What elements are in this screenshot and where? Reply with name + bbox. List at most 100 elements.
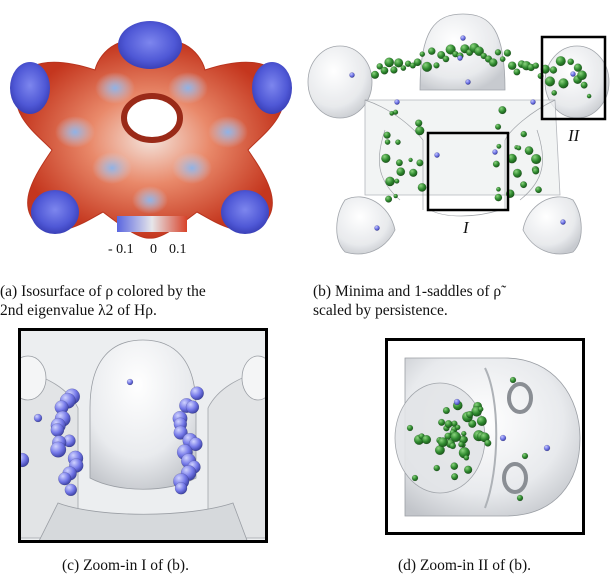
minimum-sphere	[173, 425, 188, 440]
minimum-sphere	[434, 152, 440, 158]
minimum-sphere	[349, 72, 355, 78]
saddle-sphere	[532, 167, 540, 175]
saddle-sphere	[389, 110, 395, 116]
saddle-sphere	[411, 474, 419, 482]
minimum-sphere	[460, 35, 466, 41]
saddle-sphere	[413, 58, 422, 67]
saddle-sphere	[415, 119, 423, 127]
caption-d: (d) Zoom-in II of (b).	[398, 557, 531, 574]
saddle-sphere	[494, 193, 503, 202]
saddle-sphere	[503, 49, 512, 57]
minimum-sphere	[394, 99, 400, 105]
saddle-sphere	[492, 160, 500, 168]
saddle-sphere	[385, 195, 393, 203]
panel-c-figure	[9, 328, 275, 544]
saddle-sphere	[415, 125, 425, 136]
saddle-sphere	[468, 419, 477, 428]
central-hole	[121, 93, 183, 143]
saddle-sphere	[395, 159, 403, 167]
saddle-sphere	[496, 143, 502, 149]
minimum-sphere	[188, 437, 203, 452]
saddle-sphere	[442, 406, 450, 415]
saddle-sphere	[498, 106, 507, 115]
lobe-bottom-left	[31, 190, 79, 234]
saddle-sphere	[370, 70, 380, 79]
zoom-box-2	[540, 35, 607, 121]
panel-a-figure: - 0.1 0 0.1	[0, 0, 305, 270]
saddle-sphere	[450, 431, 462, 443]
saddle-sphere	[551, 89, 558, 96]
saddle-sphere	[466, 410, 474, 419]
saddle-sphere	[409, 62, 416, 69]
saddle-sphere	[451, 473, 459, 481]
saddle-sphere	[558, 78, 569, 89]
saddle-sphere	[390, 66, 398, 74]
saddle-sphere	[396, 167, 406, 177]
saddle-sphere	[395, 139, 401, 146]
saddle-sphere	[573, 63, 583, 72]
caption-b-line1: (b) Minima and 1-saddles of ρ̃	[313, 283, 502, 300]
saddle-sphere	[513, 68, 521, 76]
caption-b: (b) Minima and 1-saddles of ρ̃ scaled by…	[313, 282, 608, 320]
saddle-sphere	[463, 465, 473, 474]
minimum-sphere	[58, 472, 72, 486]
saddle-sphere	[444, 432, 452, 440]
saddle-sphere	[419, 51, 426, 57]
critical-points-zoom-2	[406, 376, 551, 502]
panel-d-figure	[385, 338, 585, 538]
minima-points-zoom-1	[14, 378, 204, 497]
saddle-sphere	[421, 434, 432, 445]
saddle-sphere	[494, 49, 502, 56]
saddle-sphere	[384, 57, 395, 68]
saddle-sphere	[394, 178, 400, 184]
saddle-sphere	[507, 61, 517, 71]
minimum-sphere	[126, 378, 134, 386]
zoom-box-1	[426, 131, 510, 212]
saddle-sphere	[427, 47, 436, 55]
saddle-sphere	[408, 157, 413, 163]
saddle-sphere	[381, 153, 391, 164]
saddle-sphere	[524, 146, 534, 156]
saddle-sphere	[494, 123, 502, 130]
minimum-sphere	[492, 149, 498, 155]
saddle-sphere	[417, 182, 427, 192]
saddle-sphere	[532, 62, 540, 70]
caption-a-line2: 2nd eigenvalue λ2 of Hρ.	[0, 302, 157, 319]
saddle-sphere	[380, 66, 389, 75]
zoom-in-1-rendering	[9, 328, 275, 544]
minimum-sphere	[50, 441, 67, 458]
saddle-sphere	[567, 58, 575, 66]
lobe-top	[118, 21, 182, 69]
saddle-sphere	[577, 70, 587, 81]
minimum-sphere	[50, 423, 65, 437]
colorbar-tick-zero: 0	[150, 242, 157, 257]
saddle-sphere	[530, 153, 542, 165]
minimum-sphere	[190, 386, 204, 401]
saddle-sphere	[477, 406, 484, 412]
caption-b-line2: scaled by persistence.	[313, 302, 448, 319]
minimum-sphere	[453, 398, 461, 406]
saddle-sphere	[463, 454, 470, 461]
saddle-sphere	[385, 176, 395, 187]
zoom-frame-2	[385, 338, 585, 535]
saddle-sphere	[454, 424, 461, 431]
zoom-in-2-rendering	[385, 338, 585, 538]
glass-edges	[364, 99, 556, 217]
saddle-sphere	[437, 418, 446, 426]
caption-a: (a) Isosurface of ρ colored by the 2nd e…	[0, 282, 305, 320]
caption-c: (c) Zoom-in I of (b).	[62, 557, 189, 574]
saddle-sphere	[535, 186, 542, 194]
saddle-sphere	[509, 376, 517, 384]
saddle-sphere	[421, 61, 433, 72]
saddle-sphere	[433, 62, 440, 69]
critical-points	[349, 35, 592, 231]
saddle-sphere	[580, 81, 588, 89]
saddle-sphere	[409, 168, 418, 177]
saddle-sphere	[516, 145, 522, 151]
zoom-box-2-label: II	[567, 126, 581, 145]
colorbar-tick-neg: - 0.1	[108, 242, 134, 257]
saddle-sphere	[400, 65, 407, 71]
saddle-sphere	[496, 186, 501, 192]
saddle-sphere	[520, 181, 528, 189]
saddle-sphere	[384, 139, 391, 145]
